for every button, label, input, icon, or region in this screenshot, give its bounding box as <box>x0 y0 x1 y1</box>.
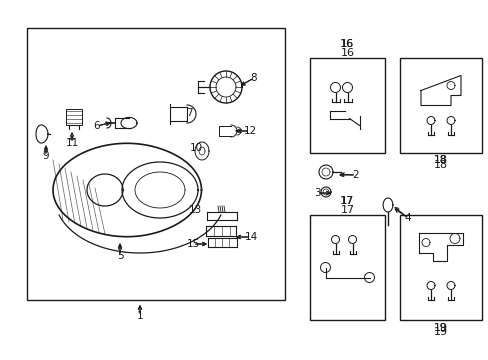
Text: 19: 19 <box>432 323 446 333</box>
Text: 16: 16 <box>340 39 353 49</box>
Text: 17: 17 <box>340 205 354 215</box>
Text: 1: 1 <box>137 311 143 321</box>
Bar <box>399 215 481 320</box>
Text: 18: 18 <box>433 160 447 170</box>
Bar <box>309 215 384 320</box>
Text: 19: 19 <box>433 327 447 337</box>
Text: 4: 4 <box>404 213 410 223</box>
Text: 10: 10 <box>189 143 202 153</box>
Text: 5: 5 <box>117 251 123 261</box>
Text: 16: 16 <box>339 39 353 49</box>
Text: 3: 3 <box>313 188 320 198</box>
Text: 18: 18 <box>433 155 447 165</box>
Text: 6: 6 <box>94 121 100 131</box>
Text: 13: 13 <box>188 205 201 215</box>
Text: 19: 19 <box>433 323 447 333</box>
Bar <box>27 28 285 300</box>
Bar <box>66 109 82 125</box>
Text: 2: 2 <box>352 170 359 180</box>
Text: 14: 14 <box>244 232 257 242</box>
Text: 9: 9 <box>42 151 49 161</box>
Text: 18: 18 <box>432 155 446 165</box>
Text: 17: 17 <box>340 196 353 206</box>
Text: 16: 16 <box>340 48 354 58</box>
Text: 8: 8 <box>250 73 257 83</box>
Text: 17: 17 <box>339 196 353 206</box>
Bar <box>399 58 481 153</box>
Text: 7: 7 <box>185 108 192 118</box>
Text: 15: 15 <box>186 239 199 249</box>
Text: 11: 11 <box>65 138 79 148</box>
Text: 12: 12 <box>243 126 256 136</box>
Bar <box>309 58 384 153</box>
